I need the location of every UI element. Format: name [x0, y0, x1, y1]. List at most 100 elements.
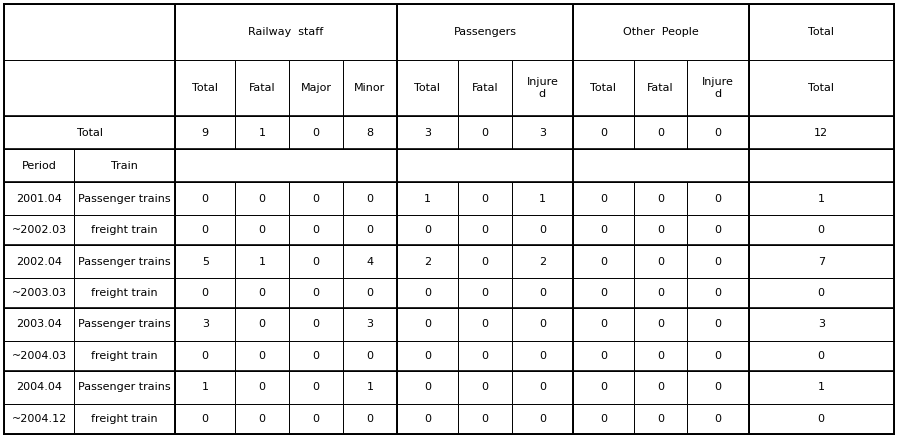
Bar — [343, 60, 397, 116]
Text: 2: 2 — [424, 257, 431, 267]
Bar — [175, 4, 397, 60]
Text: ~2003.03: ~2003.03 — [12, 288, 66, 298]
Text: 0: 0 — [424, 225, 431, 235]
Text: 0: 0 — [539, 319, 546, 329]
Bar — [512, 116, 573, 149]
Text: 2001.04: 2001.04 — [16, 194, 62, 204]
Bar — [235, 60, 289, 116]
Bar — [343, 278, 397, 308]
Text: 0: 0 — [715, 127, 721, 138]
Bar — [343, 341, 397, 371]
Text: 0: 0 — [424, 351, 431, 361]
Bar — [397, 371, 458, 404]
Bar — [289, 215, 343, 245]
Text: 0: 0 — [600, 414, 607, 424]
Bar — [289, 371, 343, 404]
Text: 1: 1 — [366, 382, 374, 392]
Bar — [458, 182, 512, 215]
Bar — [4, 149, 74, 182]
Bar — [573, 182, 634, 215]
Text: 0: 0 — [313, 127, 320, 138]
Bar — [74, 215, 175, 245]
Text: 0: 0 — [313, 257, 320, 267]
Text: 8: 8 — [366, 127, 374, 138]
Bar — [74, 278, 175, 308]
Bar — [512, 245, 573, 278]
Bar — [235, 371, 289, 404]
Bar — [175, 182, 235, 215]
Bar — [235, 116, 289, 149]
Bar — [687, 182, 749, 215]
Bar — [289, 404, 343, 434]
Text: 0: 0 — [481, 225, 489, 235]
Bar — [573, 60, 634, 116]
Text: Fatal: Fatal — [647, 83, 674, 93]
Bar — [512, 215, 573, 245]
Text: 0: 0 — [202, 225, 208, 235]
Bar — [458, 60, 512, 116]
Text: 0: 0 — [259, 319, 266, 329]
Text: 0: 0 — [657, 382, 664, 392]
Bar — [397, 182, 458, 215]
Text: 0: 0 — [818, 288, 824, 298]
Bar — [749, 116, 894, 149]
Bar — [175, 371, 235, 404]
Bar — [289, 245, 343, 278]
Bar — [74, 341, 175, 371]
Text: Injure
d: Injure d — [702, 78, 734, 99]
Bar — [397, 4, 573, 60]
Bar — [289, 116, 343, 149]
Bar — [235, 308, 289, 341]
Bar — [634, 308, 687, 341]
Text: freight train: freight train — [91, 351, 158, 361]
Text: 0: 0 — [657, 288, 664, 298]
Text: Total: Total — [808, 83, 834, 93]
Bar — [634, 60, 687, 116]
Bar — [512, 371, 573, 404]
Text: Period: Period — [22, 161, 57, 171]
Bar — [175, 149, 894, 182]
Bar — [749, 215, 894, 245]
Bar — [749, 308, 894, 341]
Text: 0: 0 — [424, 319, 431, 329]
Text: Total: Total — [591, 83, 616, 93]
Bar — [235, 215, 289, 245]
Text: freight train: freight train — [91, 225, 158, 235]
Text: Passengers: Passengers — [453, 27, 516, 37]
Text: 2002.04: 2002.04 — [16, 257, 62, 267]
Bar — [458, 308, 512, 341]
Text: 0: 0 — [818, 351, 824, 361]
Bar — [687, 60, 749, 116]
Text: 0: 0 — [481, 288, 489, 298]
Bar — [289, 60, 343, 116]
Bar — [634, 341, 687, 371]
Bar — [458, 278, 512, 308]
Bar — [687, 404, 749, 434]
Text: 2003.04: 2003.04 — [16, 319, 62, 329]
Text: 0: 0 — [539, 288, 546, 298]
Text: 0: 0 — [259, 351, 266, 361]
Text: ~2002.03: ~2002.03 — [12, 225, 66, 235]
Text: 0: 0 — [481, 194, 489, 204]
Text: 0: 0 — [481, 127, 489, 138]
Text: 0: 0 — [366, 414, 374, 424]
Bar — [343, 245, 397, 278]
Text: Fatal: Fatal — [249, 83, 276, 93]
Bar — [175, 308, 235, 341]
Bar — [175, 60, 235, 116]
Bar — [4, 60, 175, 116]
Bar — [634, 404, 687, 434]
Bar — [749, 182, 894, 215]
Text: 0: 0 — [313, 382, 320, 392]
Text: ~2004.03: ~2004.03 — [12, 351, 66, 361]
Text: 7: 7 — [818, 257, 824, 267]
Text: 0: 0 — [600, 382, 607, 392]
Text: 0: 0 — [202, 351, 208, 361]
Bar — [397, 308, 458, 341]
Text: 0: 0 — [657, 225, 664, 235]
Text: Other  People: Other People — [623, 27, 699, 37]
Text: 0: 0 — [424, 382, 431, 392]
Text: 0: 0 — [424, 414, 431, 424]
Bar — [74, 404, 175, 434]
Text: 0: 0 — [600, 351, 607, 361]
